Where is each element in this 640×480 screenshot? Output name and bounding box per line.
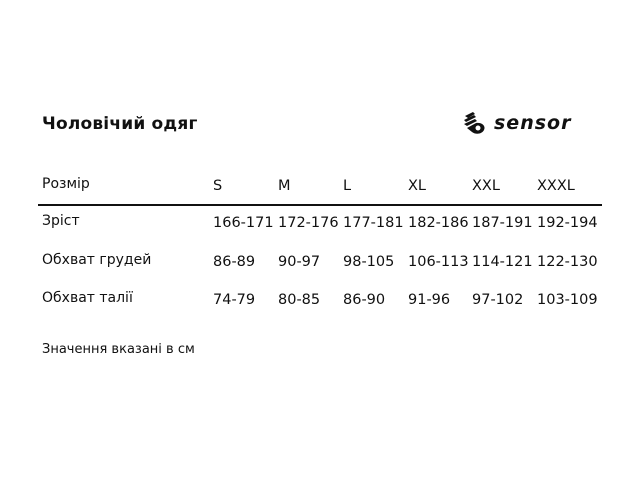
size-xl: XL xyxy=(408,178,427,194)
table-cell: 103-109 xyxy=(537,292,598,308)
hand-icon xyxy=(464,112,485,134)
table-cell: 166-171 xyxy=(213,215,274,231)
table-cell: 177-181 xyxy=(343,215,404,231)
row-label: Обхват грудей xyxy=(42,252,152,268)
table-cell: 106-113 xyxy=(408,254,469,270)
table-cell: 86-90 xyxy=(343,292,386,308)
table-cell: 182-186 xyxy=(408,215,469,231)
row-label: Обхват талії xyxy=(42,290,133,306)
size-xxxl: XXXL xyxy=(537,178,575,194)
size-header-label: Розмір xyxy=(42,176,90,192)
table-cell: 74-79 xyxy=(213,292,256,308)
table-cell: 91-96 xyxy=(408,292,451,308)
table-cell: 80-85 xyxy=(278,292,321,308)
table-cell: 97-102 xyxy=(472,292,524,308)
brand-logo: sensor xyxy=(462,110,571,136)
table-cell: 172-176 xyxy=(278,215,339,231)
units-note: Значення вказані в см xyxy=(42,342,195,357)
table-cell: 98-105 xyxy=(343,254,395,270)
page-title: Чоловічий одяг xyxy=(42,114,198,134)
table-cell: 192-194 xyxy=(537,215,598,231)
row-label: Зріст xyxy=(42,213,80,229)
table-cell: 90-97 xyxy=(278,254,321,270)
table-cell: 114-121 xyxy=(472,254,533,270)
size-l: L xyxy=(343,178,352,194)
table-cell: 187-191 xyxy=(472,215,533,231)
table-cell: 122-130 xyxy=(537,254,598,270)
size-s: S xyxy=(213,178,223,194)
size-xxl: XXL xyxy=(472,178,500,194)
brand-name: sensor xyxy=(494,112,572,134)
size-m: M xyxy=(278,178,291,194)
header-divider xyxy=(38,204,602,206)
table-cell: 86-89 xyxy=(213,254,256,270)
